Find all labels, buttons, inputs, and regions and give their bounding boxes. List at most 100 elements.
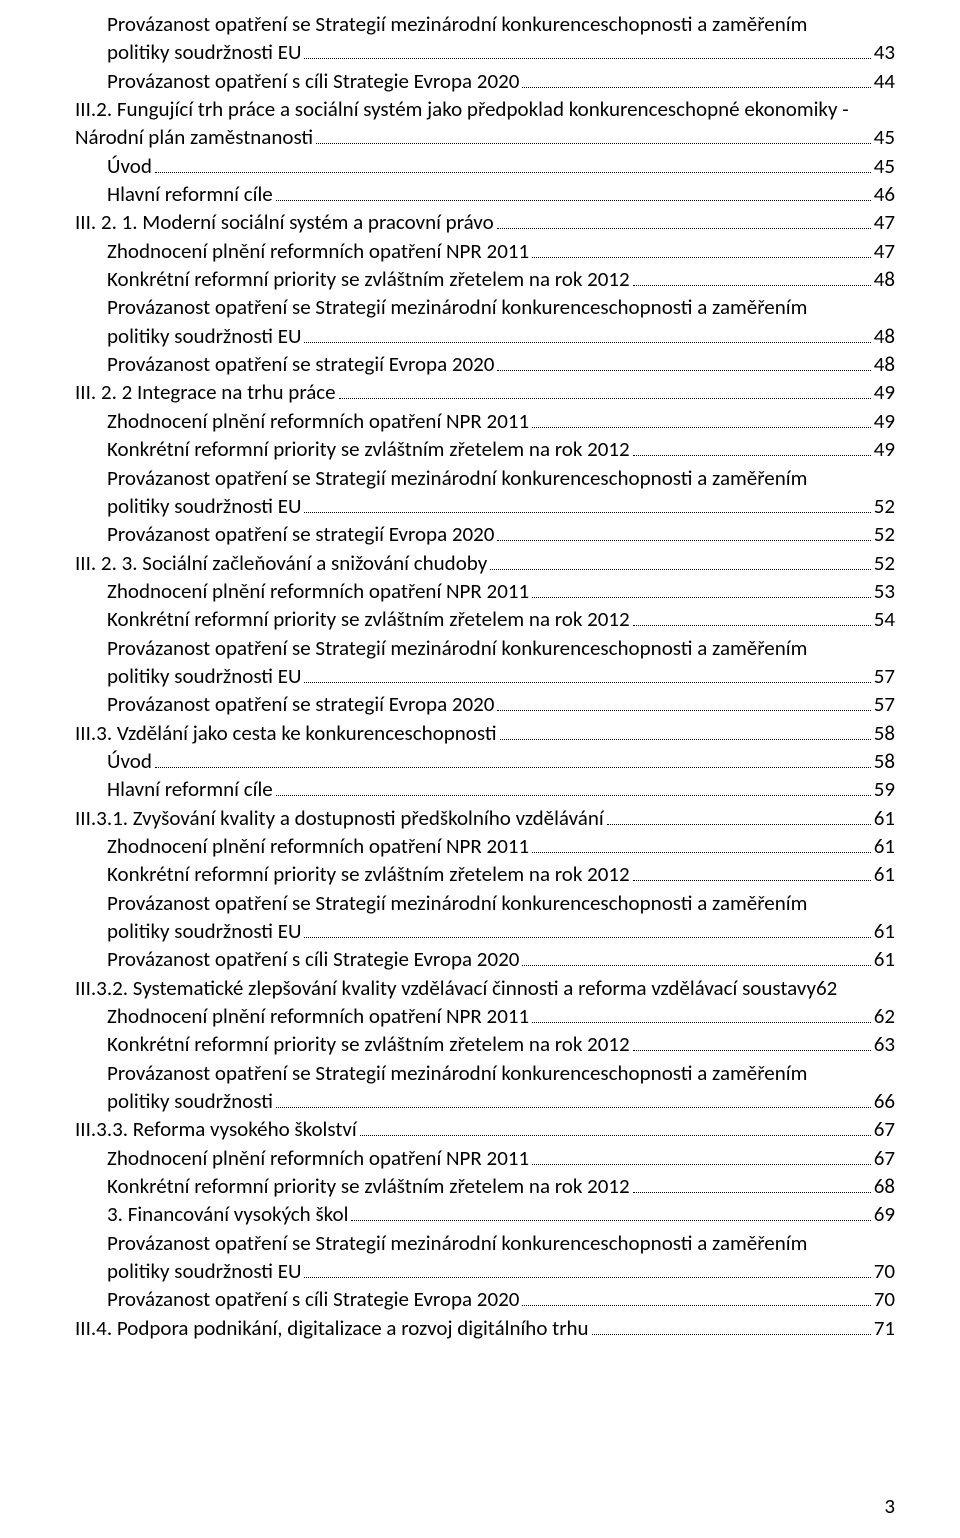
toc-label: Provázanost opatření se strategií Evropa… xyxy=(107,690,494,718)
toc-page: 47 xyxy=(874,208,895,236)
toc-leader xyxy=(155,172,871,173)
toc-page: 69 xyxy=(874,1200,895,1228)
toc-label: Konkrétní reformní priority se zvláštním… xyxy=(107,265,630,293)
toc-page: 44 xyxy=(874,67,895,95)
toc-entry: Národní plán zaměstnanosti 45 xyxy=(75,123,895,151)
toc-page: 63 xyxy=(874,1030,895,1058)
toc-label: politiky soudržnosti xyxy=(107,1087,273,1115)
toc-label: Zhodnocení plnění reformních opatření NP… xyxy=(107,237,529,265)
toc-entry-wrap: Provázanost opatření se Strategií meziná… xyxy=(75,634,895,662)
toc-page: 57 xyxy=(874,690,895,718)
toc-entry: politiky soudržnosti EU 48 xyxy=(75,322,895,350)
toc-entry-wrap: Provázanost opatření se Strategií meziná… xyxy=(75,293,895,321)
toc-entry: Zhodnocení plnění reformních opatření NP… xyxy=(75,237,895,265)
toc-label: III. 2. 2 Integrace na trhu práce xyxy=(75,378,336,406)
toc-leader xyxy=(304,512,870,513)
toc-page: 67 xyxy=(874,1144,895,1172)
toc-label: Konkrétní reformní priority se zvláštním… xyxy=(107,1030,630,1058)
toc-page: 61 xyxy=(874,917,895,945)
toc-leader xyxy=(532,1022,871,1023)
toc-entry-wrap: Provázanost opatření se Strategií meziná… xyxy=(75,1059,895,1087)
toc-page: 52 xyxy=(874,492,895,520)
toc-label: Provázanost opatření s cíli Strategie Ev… xyxy=(107,1285,519,1313)
toc-leader xyxy=(522,87,870,88)
toc-entry: Provázanost opatření se strategií Evropa… xyxy=(75,690,895,718)
toc-page: 49 xyxy=(874,435,895,463)
toc-label: III. 2. 1. Moderní sociální systém a pra… xyxy=(75,208,494,236)
toc-entry: politiky soudržnosti EU43 xyxy=(75,38,895,66)
toc-entry-wrap: III.2. Fungující trh práce a sociální sy… xyxy=(75,95,895,123)
toc-label: III.3. Vzdělání jako cesta ke konkurence… xyxy=(75,719,497,747)
toc-page: 47 xyxy=(874,237,895,265)
toc-entry: Konkrétní reformní priority se zvláštním… xyxy=(75,265,895,293)
toc-label: Konkrétní reformní priority se zvláštním… xyxy=(107,435,630,463)
toc-leader xyxy=(155,767,871,768)
toc-entry: politiky soudržnosti66 xyxy=(75,1087,895,1115)
toc-leader xyxy=(592,1334,871,1335)
toc-label: 3. Financování vysokých škol xyxy=(107,1200,348,1228)
toc-page: 57 xyxy=(874,662,895,690)
toc-label: Úvod xyxy=(107,747,152,775)
toc-entry: Konkrétní reformní priority se zvláštním… xyxy=(75,435,895,463)
toc-page: 67 xyxy=(874,1115,895,1143)
toc-entry: III.3.1. Zvyšování kvality a dostupnosti… xyxy=(75,804,895,832)
toc-leader xyxy=(522,965,870,966)
toc-entry: Provázanost opatření s cíli Strategie Ev… xyxy=(75,67,895,95)
toc-entry: Provázanost opatření se strategií Evropa… xyxy=(75,520,895,548)
toc-entry-wrap: Provázanost opatření se Strategií meziná… xyxy=(75,464,895,492)
toc-entry: Provázanost opatření s cíli Strategie Ev… xyxy=(75,1285,895,1313)
toc-label: Konkrétní reformní priority se zvláštním… xyxy=(107,860,630,888)
toc-leader xyxy=(351,1220,870,1221)
toc-leader xyxy=(497,228,871,229)
toc-label: politiky soudržnosti EU xyxy=(107,492,301,520)
toc-leader xyxy=(304,1277,870,1278)
toc-label: politiky soudržnosti EU xyxy=(107,1257,301,1285)
toc-entry: Úvod58 xyxy=(75,747,895,775)
toc-leader xyxy=(304,58,870,59)
toc-leader xyxy=(522,1305,870,1306)
toc-page: 45 xyxy=(874,123,895,151)
toc-label: Konkrétní reformní priority se zvláštním… xyxy=(107,605,630,633)
table-of-contents: Provázanost opatření se Strategií meziná… xyxy=(75,10,895,1342)
toc-page: 59 xyxy=(874,775,895,803)
toc-label: Hlavní reformní cíle xyxy=(107,180,273,208)
toc-entry: III.3.3. Reforma vysokého školství67 xyxy=(75,1115,895,1143)
toc-leader xyxy=(633,880,871,881)
toc-page: 62 xyxy=(816,974,837,1002)
toc-page: 61 xyxy=(874,945,895,973)
toc-entry: III. 2. 3. Sociální začleňování a snižov… xyxy=(75,549,895,577)
toc-page: 52 xyxy=(874,549,895,577)
toc-entry: politiky soudržnosti EU61 xyxy=(75,917,895,945)
toc-page: 70 xyxy=(874,1285,895,1313)
toc-entry: Zhodnocení plnění reformních opatření NP… xyxy=(75,1002,895,1030)
toc-leader xyxy=(276,1107,871,1108)
toc-label: III.4. Podpora podnikání, digitalizace a… xyxy=(75,1314,589,1342)
toc-page: 61 xyxy=(874,804,895,832)
toc-label: politiky soudržnosti EU xyxy=(107,662,301,690)
toc-entry-wrap: Provázanost opatření se Strategií meziná… xyxy=(75,10,895,38)
toc-page: 48 xyxy=(874,350,895,378)
toc-label: Národní plán zaměstnanosti xyxy=(75,123,313,151)
toc-page: 61 xyxy=(874,860,895,888)
toc-page: 49 xyxy=(874,378,895,406)
toc-entry-wrap: Provázanost opatření se Strategií meziná… xyxy=(75,1229,895,1257)
toc-page: 43 xyxy=(874,38,895,66)
toc-page: 58 xyxy=(874,719,895,747)
toc-entry: Hlavní reformní cíle59 xyxy=(75,775,895,803)
toc-label: Zhodnocení plnění reformních opatření NP… xyxy=(107,1144,529,1172)
toc-page: 48 xyxy=(874,322,895,350)
toc-entry: III. 2. 1. Moderní sociální systém a pra… xyxy=(75,208,895,236)
toc-leader xyxy=(532,427,871,428)
toc-entry: Konkrétní reformní priority se zvláštním… xyxy=(75,605,895,633)
toc-label: Zhodnocení plnění reformních opatření NP… xyxy=(107,1002,529,1030)
toc-label: politiky soudržnosti EU xyxy=(107,322,301,350)
toc-page: 68 xyxy=(874,1172,895,1200)
toc-label: III.3.2. Systematické zlepšování kvality… xyxy=(75,974,816,1002)
page-number: 3 xyxy=(884,1492,895,1520)
toc-label: Provázanost opatření se strategií Evropa… xyxy=(107,520,494,548)
toc-leader xyxy=(339,398,871,399)
toc-entry: Zhodnocení plnění reformních opatření NP… xyxy=(75,407,895,435)
toc-page: 48 xyxy=(874,265,895,293)
toc-entry: Konkrétní reformní priority se zvláštním… xyxy=(75,860,895,888)
toc-entry: politiky soudržnosti EU 57 xyxy=(75,662,895,690)
